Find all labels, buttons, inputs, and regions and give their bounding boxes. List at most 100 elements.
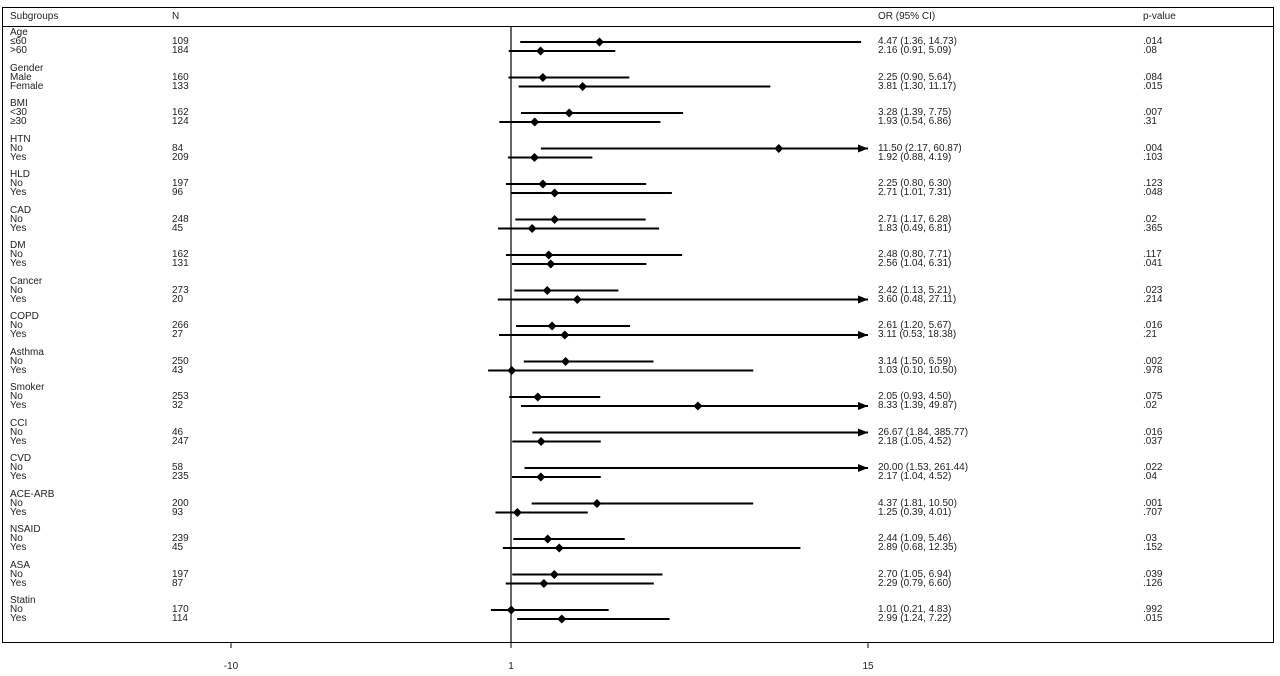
row-n: 45 bbox=[172, 542, 184, 553]
row-p-value: .041 bbox=[1143, 258, 1163, 269]
row-n: 43 bbox=[172, 364, 184, 376]
point-estimate bbox=[564, 108, 574, 118]
row-or-ci: 2.25 (0.90, 5.64) bbox=[878, 71, 952, 83]
row-label: Female bbox=[10, 80, 44, 92]
row-label: Yes bbox=[10, 293, 27, 305]
row-p-value: .214 bbox=[1143, 293, 1163, 305]
point-estimate bbox=[560, 330, 570, 340]
row-p-value: .31 bbox=[1143, 116, 1157, 127]
point-estimate bbox=[542, 286, 552, 295]
subgroup-title: DM bbox=[10, 240, 26, 251]
subgroup-title: HTN bbox=[10, 133, 31, 145]
subgroup-title: Asthma bbox=[10, 346, 44, 358]
row-n: 162 bbox=[172, 107, 189, 118]
row-n: 273 bbox=[172, 284, 189, 296]
row-p-value: .03 bbox=[1143, 533, 1157, 544]
row-n: 109 bbox=[172, 36, 189, 47]
subgroup-title: ASA bbox=[10, 559, 31, 571]
subgroup-title: ACE-ARB bbox=[10, 488, 55, 500]
point-estimate bbox=[512, 508, 522, 517]
row-p-value: .152 bbox=[1143, 542, 1163, 553]
row-p-value: .21 bbox=[1143, 329, 1157, 340]
row-n: 266 bbox=[172, 320, 189, 331]
row-p-value: .126 bbox=[1143, 577, 1163, 589]
row-n: 46 bbox=[172, 426, 184, 438]
point-estimate bbox=[578, 82, 588, 91]
row-n: 235 bbox=[172, 471, 189, 482]
row-or-ci: 2.42 (1.13, 5.21) bbox=[878, 284, 952, 296]
row-p-value: .007 bbox=[1143, 107, 1163, 118]
row-or-ci: 3.11 (0.53, 18.38) bbox=[878, 329, 957, 340]
row-or-ci: 1.83 (0.49, 6.81) bbox=[878, 222, 952, 234]
point-estimate bbox=[693, 401, 703, 411]
subgroup-title: Cancer bbox=[10, 275, 43, 287]
header-divider bbox=[2, 26, 1274, 27]
row-label: No bbox=[10, 178, 23, 189]
point-estimate bbox=[547, 321, 557, 331]
row-or-ci: 2.48 (0.80, 7.71) bbox=[878, 249, 952, 260]
row-label: No bbox=[10, 213, 23, 225]
row-p-value: .992 bbox=[1143, 604, 1163, 615]
row-or-ci: 2.56 (1.04, 6.31) bbox=[878, 258, 952, 269]
row-label: Yes bbox=[10, 329, 27, 340]
row-or-ci: 3.28 (1.39, 7.75) bbox=[878, 107, 952, 118]
row-label: Yes bbox=[10, 151, 27, 163]
row-n: 58 bbox=[172, 462, 184, 473]
row-label: ≤60 bbox=[10, 36, 27, 47]
point-estimate bbox=[554, 543, 564, 553]
row-label: No bbox=[10, 604, 23, 615]
point-estimate bbox=[539, 579, 549, 588]
point-estimate bbox=[550, 188, 560, 198]
row-p-value: .015 bbox=[1143, 80, 1163, 92]
row-p-value: .365 bbox=[1143, 222, 1163, 234]
point-estimate bbox=[546, 259, 556, 269]
row-p-value: .023 bbox=[1143, 284, 1163, 296]
point-estimate bbox=[533, 392, 543, 402]
row-p-value: .016 bbox=[1143, 426, 1163, 438]
row-or-ci: 1.25 (0.39, 4.01) bbox=[878, 506, 952, 518]
row-or-ci: 2.99 (1.24, 7.22) bbox=[878, 613, 952, 624]
row-or-ci: 2.05 (0.93, 4.50) bbox=[878, 391, 952, 402]
row-label: ≥30 bbox=[10, 116, 27, 127]
row-or-ci: 1.01 (0.21, 4.83) bbox=[878, 604, 952, 615]
or-ci-header: OR (95% CI) bbox=[878, 11, 936, 22]
point-estimate bbox=[536, 437, 546, 446]
row-or-ci: 2.18 (1.05, 4.52) bbox=[878, 435, 952, 447]
row-n: 45 bbox=[172, 222, 184, 234]
row-or-ci: 2.16 (0.91, 5.09) bbox=[878, 45, 952, 56]
row-n: 197 bbox=[172, 178, 189, 189]
row-label: No bbox=[10, 497, 23, 509]
row-or-ci: 3.14 (1.50, 6.59) bbox=[878, 355, 952, 367]
row-or-ci: 2.70 (1.05, 6.94) bbox=[878, 568, 952, 580]
subgroup-title: Smoker bbox=[10, 382, 45, 393]
point-estimate bbox=[527, 224, 537, 233]
row-n: 32 bbox=[172, 400, 184, 411]
row-p-value: .103 bbox=[1143, 151, 1163, 163]
row-or-ci: 2.61 (1.20, 5.67) bbox=[878, 320, 952, 331]
row-label: No bbox=[10, 391, 23, 402]
row-n: 87 bbox=[172, 577, 184, 589]
row-n: 84 bbox=[172, 142, 184, 154]
row-or-ci: 2.17 (1.04, 4.52) bbox=[878, 471, 952, 482]
row-p-value: .978 bbox=[1143, 364, 1163, 376]
point-estimate bbox=[530, 117, 540, 127]
point-estimate bbox=[561, 357, 571, 366]
point-estimate bbox=[529, 153, 539, 162]
row-n: 27 bbox=[172, 329, 184, 340]
row-p-value: .022 bbox=[1143, 462, 1163, 473]
n-header: N bbox=[172, 11, 180, 22]
row-or-ci: 3.60 (0.48, 27.11) bbox=[878, 293, 957, 305]
row-n: 253 bbox=[172, 391, 189, 402]
row-label: Male bbox=[10, 71, 32, 83]
subgroup-title: NSAID bbox=[10, 524, 41, 535]
point-estimate bbox=[543, 534, 553, 544]
row-p-value: .014 bbox=[1143, 36, 1163, 47]
row-label: Yes bbox=[10, 435, 27, 447]
row-label: Yes bbox=[10, 364, 27, 376]
subgroup-title: Statin bbox=[10, 595, 36, 606]
row-n: 114 bbox=[172, 613, 188, 624]
row-label: No bbox=[10, 426, 23, 438]
row-p-value: .002 bbox=[1143, 355, 1163, 367]
row-n: 124 bbox=[172, 116, 189, 127]
